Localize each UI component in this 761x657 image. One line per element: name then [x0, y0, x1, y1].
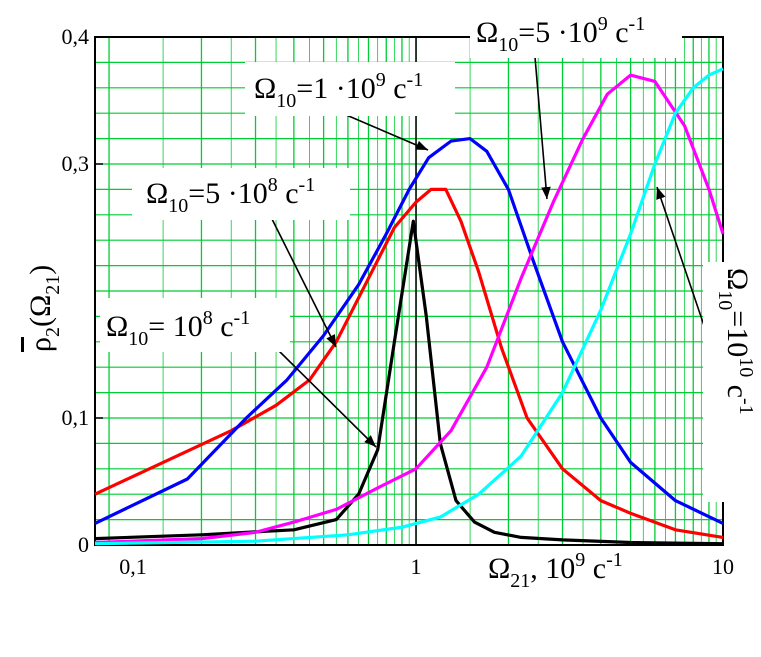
arrow-5e9	[534, 56, 551, 200]
x-axis-label: Ω21, 109 с-1	[488, 549, 623, 592]
y-axis-label: ρ2(Ω21)	[24, 265, 64, 352]
axis-ticks: 0 0,1 0,3 0,4 0,1 1 10	[62, 24, 735, 579]
series-line-2	[94, 187, 724, 539]
series-group	[94, 67, 725, 546]
y-tick-label: 0	[78, 532, 89, 557]
x-tick-label: 0,1	[119, 554, 147, 579]
annotation-arrows	[271, 56, 714, 448]
annotation-omega10-1e9: Ω10=1 ·109 с-1	[254, 69, 423, 112]
y-tick-label: 0,1	[62, 405, 90, 430]
series-line-5	[94, 67, 724, 546]
annotation-omega10-5e9: Ω10=5 ·109 с-1	[476, 13, 645, 56]
y-tick-label: 0,3	[62, 151, 90, 176]
series-line-1	[94, 219, 724, 546]
arrow-5e8	[271, 218, 337, 348]
annotation-omega10-1e8: Ω10= 108 с-1	[106, 307, 250, 350]
x-tick-label: 10	[712, 554, 734, 579]
series-line-4	[94, 73, 725, 545]
series-line-3	[94, 137, 724, 525]
annotation-omega10-5e8: Ω10=5 ·108 с-1	[146, 174, 315, 217]
annotation-omega10-1e10: Ω10=1010 с-1	[714, 268, 757, 415]
y-axis-label-rho: ρ	[24, 337, 57, 352]
y-tick-label: 0,4	[62, 24, 90, 49]
arrow-1e8	[274, 346, 377, 448]
x-tick-label: 1	[411, 554, 422, 579]
arrow-1e9	[336, 110, 429, 151]
